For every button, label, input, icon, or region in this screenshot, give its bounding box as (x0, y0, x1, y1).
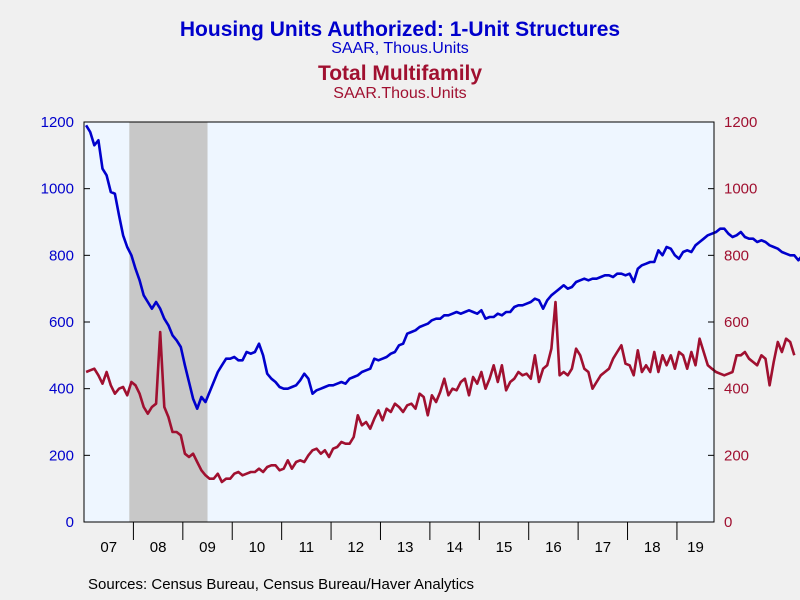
source-note: Sources: Census Bureau, Census Bureau/Ha… (88, 576, 475, 593)
x-tick-label: 08 (150, 539, 167, 556)
y-right-tick-label: 1200 (724, 114, 757, 131)
y-left-tick-label: 600 (49, 314, 74, 331)
y-right-tick-label: 800 (724, 247, 749, 264)
y-right-tick-label: 600 (724, 314, 749, 331)
y-left-tick-label: 0 (66, 514, 74, 531)
x-tick-label: 09 (199, 539, 216, 556)
chart-title: Housing Units Authorized: 1-Unit Structu… (179, 18, 621, 41)
x-tick-label: 07 (100, 539, 117, 556)
y-left-tick-label: 800 (49, 247, 74, 264)
x-tick-label: 17 (594, 539, 611, 556)
x-tick-label: 16 (545, 539, 562, 556)
y-right-tick-label: 1000 (724, 181, 757, 198)
single-unit-series-line (84, 124, 800, 411)
y-left-tick-label: 400 (49, 381, 74, 398)
multifamily-series-line (85, 300, 796, 484)
x-tick-label: 19 (687, 539, 704, 556)
y-right-tick-label: 400 (724, 381, 749, 398)
series2-subtitle: SAAR.Thous.Units (333, 85, 467, 102)
x-tick-label: 18 (644, 539, 661, 556)
y-left-tick-label: 1000 (41, 181, 74, 198)
x-tick-label: 13 (397, 539, 414, 556)
x-tick-label: 10 (249, 539, 266, 556)
y-right-tick-label: 200 (724, 447, 749, 464)
x-tick-label: 14 (446, 539, 463, 556)
y-right-tick-label: 0 (724, 514, 732, 531)
x-tick-label: 11 (299, 539, 315, 556)
series2-title: Total Multifamily (317, 62, 483, 85)
x-tick-label: 12 (347, 539, 364, 556)
y-left-tick-label: 1200 (41, 114, 74, 131)
chart-subtitle: SAAR, Thous.Units (331, 40, 469, 57)
x-tick-label: 15 (496, 539, 513, 556)
y-left-tick-label: 200 (49, 447, 74, 464)
